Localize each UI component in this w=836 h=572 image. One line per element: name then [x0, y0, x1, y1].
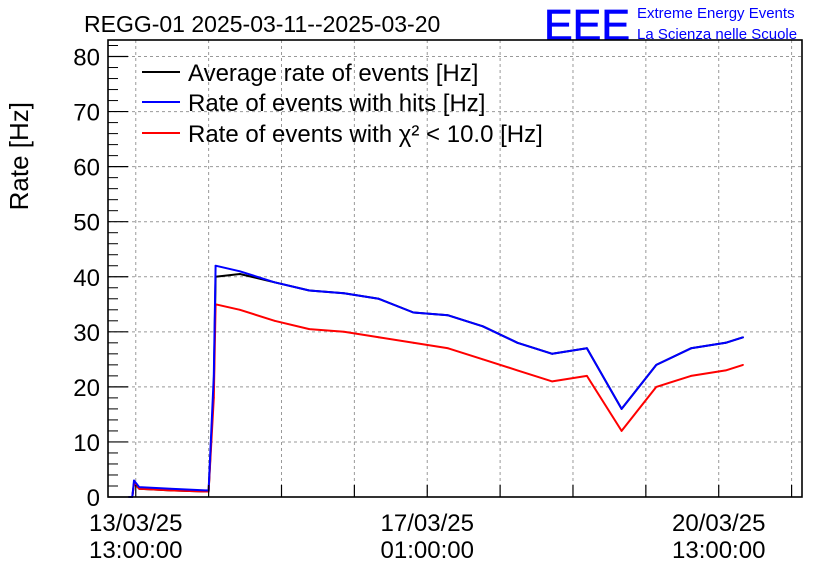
data-point-2 — [238, 308, 241, 311]
data-point-0 — [238, 273, 241, 275]
series-layer — [127, 264, 744, 498]
y-tick-label: 60 — [73, 155, 100, 182]
eee-logo-line1: Extreme Energy Events — [637, 5, 795, 22]
data-point-1 — [447, 314, 449, 317]
data-point-1 — [690, 347, 692, 350]
data-point-1 — [585, 347, 588, 350]
series-line-2 — [128, 303, 744, 498]
y-tick-label: 80 — [73, 45, 100, 72]
data-point-1 — [551, 352, 554, 355]
y-tick-label: 70 — [73, 100, 100, 127]
y-tick-label: 30 — [73, 320, 100, 347]
y-tick-label: 50 — [73, 210, 100, 237]
data-point-1 — [204, 489, 207, 492]
data-point-1 — [343, 292, 345, 295]
data-point-1 — [742, 336, 744, 339]
eee-logo-line2: La Scienza nelle Scuole — [637, 26, 797, 43]
data-point-2 — [273, 319, 276, 322]
data-point-2 — [169, 489, 172, 492]
eee-logo-mark: EEE — [544, 1, 630, 50]
data-point-2 — [655, 385, 658, 388]
y-tick-label: 10 — [73, 430, 100, 457]
data-point-2 — [690, 374, 692, 377]
series-line-1 — [128, 264, 744, 498]
data-point-2 — [551, 380, 554, 383]
y-tick-label: 40 — [73, 265, 100, 292]
data-point-1 — [412, 311, 415, 314]
data-point-2 — [585, 374, 588, 377]
data-point-2 — [481, 358, 484, 361]
data-point-1 — [212, 374, 215, 377]
data-point-2 — [724, 369, 727, 372]
data-point-2 — [742, 363, 744, 366]
legend: Average rate of events [Hz] Rate of event… — [142, 60, 543, 148]
data-point-1 — [724, 341, 727, 344]
series-line-0 — [128, 273, 744, 498]
x-tick-label-time: 13:00:00 — [672, 537, 765, 564]
data-point-1 — [138, 486, 141, 488]
y-tick-labels: 0 10 20 30 40 50 60 70 80 — [73, 45, 100, 512]
data-point-1 — [620, 408, 623, 410]
data-point-1 — [308, 289, 311, 292]
data-point-1 — [169, 487, 172, 490]
data-point-1 — [655, 363, 658, 366]
data-point-1 — [133, 479, 135, 482]
data-point-2 — [138, 487, 141, 490]
eee-logo: EEE Extreme Energy Events La Scienza nel… — [544, 1, 798, 51]
data-point-2 — [343, 330, 345, 333]
data-point-1 — [377, 297, 380, 300]
data-point-1 — [516, 341, 519, 344]
x-tick-label-date: 17/03/25 — [381, 510, 474, 537]
y-axis-label: Rate [Hz] — [4, 102, 34, 210]
data-point-1 — [273, 281, 276, 284]
legend-label-0: Average rate of events [Hz] — [188, 60, 478, 87]
y-tick-label: 20 — [73, 375, 100, 402]
x-tick-label-date: 13/03/25 — [89, 510, 182, 537]
data-point-2 — [516, 369, 519, 372]
data-point-1 — [214, 264, 217, 267]
data-point-2 — [412, 341, 415, 344]
data-point-1 — [481, 325, 484, 328]
data-point-2 — [447, 347, 449, 350]
data-point-2 — [308, 328, 311, 330]
plot-frame — [107, 39, 803, 498]
data-point-2 — [620, 430, 623, 432]
x-tick-labels: 13/03/2513:00:0017/03/2501:00:0020/03/25… — [89, 510, 765, 564]
x-tick-label-time: 01:00:00 — [381, 537, 474, 564]
chart-title: REGG-01 2025-03-11--2025-03-20 — [84, 11, 440, 37]
axis-ticks — [108, 45, 793, 498]
data-point-1 — [238, 270, 241, 273]
x-tick-label-date: 20/03/25 — [672, 510, 765, 537]
legend-label-1: Rate of events with hits [Hz] — [188, 90, 485, 117]
data-point-2 — [377, 336, 380, 339]
legend-label-2: Rate of events with χ² < 10.0 [Hz] — [188, 121, 543, 148]
x-tick-label-time: 13:00:00 — [89, 537, 182, 564]
y-tick-label: 0 — [87, 485, 100, 512]
grid-lines — [108, 40, 802, 497]
